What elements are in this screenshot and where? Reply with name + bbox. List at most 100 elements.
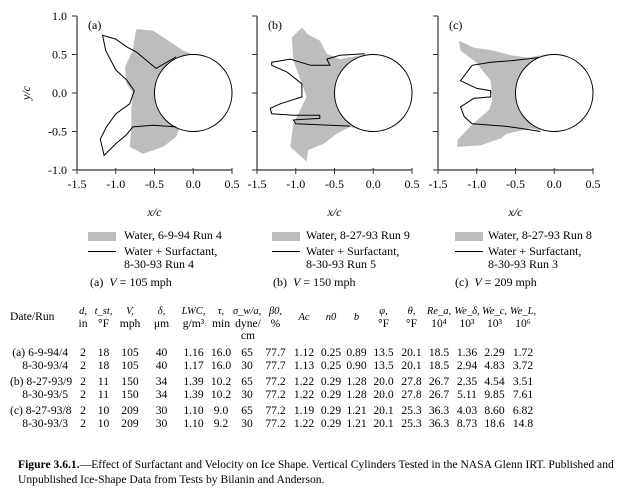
value-cell: 1.28 xyxy=(346,375,367,388)
value-cell: 34 xyxy=(155,375,168,388)
value-cell: 36.3 xyxy=(428,404,450,417)
value-cell: 16.0 xyxy=(210,359,232,372)
caption-symbol: V xyxy=(293,275,301,289)
column-header: LWC, g/m³ xyxy=(178,306,209,342)
column-symbol: δ, xyxy=(157,306,166,317)
value-cell: 1.13 xyxy=(293,359,315,372)
column-header: d, in xyxy=(74,306,92,342)
run-cell: (b) 8-27-93/9 xyxy=(10,375,73,388)
figure-caption-text: —Effect of Surfactant and Velocity on Ic… xyxy=(18,458,614,486)
column-unit: dyne/ cm xyxy=(235,317,261,342)
run-cell: 8-30-93/5 xyxy=(22,388,68,401)
y-tick-label: 0.5 xyxy=(52,48,67,62)
value-cell: 77.2 xyxy=(265,417,286,430)
caption-symbol: V xyxy=(109,275,117,289)
legend-surfactant-run: 8-30-93 Run 3 xyxy=(488,257,558,271)
value-cell: 77.2 xyxy=(265,404,286,417)
value-cell: 18.6 xyxy=(484,417,505,430)
legend-surfactant-label: Water + Surfactant, xyxy=(124,244,218,258)
value-cell: 20.1 xyxy=(401,346,422,359)
column-header: We_c, 10³ xyxy=(481,306,508,342)
value-cell: 77.2 xyxy=(265,388,286,401)
ice-shape-plots: -1.5 1.0 -1.0 0.5 -0.5 0.0 0.0 -0.5 0.5 -1.0 x/c y/… xyxy=(19,9,601,219)
column-unit: min xyxy=(211,317,231,330)
value-cell: 2 xyxy=(80,404,86,417)
value-cell: 11 xyxy=(97,388,110,401)
surfactant-line-swatch xyxy=(88,251,116,252)
panel-label: (b) xyxy=(268,18,282,32)
value-cell: 30 xyxy=(241,417,253,430)
column-symbol: d, xyxy=(79,306,87,317)
value-cell: 18 xyxy=(97,346,110,359)
value-cell: 2 xyxy=(80,388,86,401)
column-unit: 10³ xyxy=(459,317,475,330)
table-row: (c) 8-27-93/8 2 10 209 30 1.10 9.0 65 77.2 1.19 0.… xyxy=(10,401,538,417)
value-cell: 1.39 xyxy=(183,375,204,388)
column-symbol: We_δ, xyxy=(454,306,480,317)
value-cell: 0.29 xyxy=(320,404,342,417)
column-symbol: β0, xyxy=(268,306,283,317)
value-cell: 1.22 xyxy=(293,388,315,401)
value-cell: 2.35 xyxy=(456,375,478,388)
table-row: 8-30-93/3 2 10 209 30 1.10 9.2 30 77.2 1.22 0.29 1.… xyxy=(10,417,538,430)
panel-label: (c) xyxy=(449,18,462,32)
y-axis-label: y/c xyxy=(19,85,33,101)
value-cell: 4.83 xyxy=(484,359,505,372)
value-cell: 30 xyxy=(241,359,253,372)
column-header: Ac xyxy=(290,306,318,342)
y-tick-label: 0.0 xyxy=(52,86,67,100)
value-cell: 1.22 xyxy=(293,417,315,430)
panel-caption-b: (b) V = 150 mph xyxy=(273,275,355,290)
value-cell: 1.19 xyxy=(293,404,315,417)
value-cell: 10 xyxy=(97,404,110,417)
value-cell: 2 xyxy=(80,375,86,388)
column-symbol: σ_w/a, xyxy=(233,306,262,317)
value-cell: 20.0 xyxy=(373,388,394,401)
value-cell: 20.1 xyxy=(373,404,394,417)
value-cell: 65 xyxy=(241,404,253,417)
column-symbol: We_c, xyxy=(482,306,507,317)
value-cell: 150 xyxy=(121,388,139,401)
column-header-label: Date/Run xyxy=(10,310,55,323)
column-symbol: Re_a, xyxy=(426,306,452,317)
column-symbol: τ, xyxy=(217,306,225,317)
value-cell: 105 xyxy=(121,346,139,359)
x-tick-label: 0.0 xyxy=(366,177,381,191)
x-tick-label: -1.0 xyxy=(286,177,305,191)
value-cell: 10.2 xyxy=(210,375,232,388)
x-tick-label: -1.5 xyxy=(68,177,87,191)
run-cell: (a) 6-9-94/4 xyxy=(12,346,68,359)
column-header: t_st, °F xyxy=(92,306,115,342)
table-row: 8-30-93/4 2 18 105 40 1.17 16.0 30 77.7 1.13 0.25 0… xyxy=(10,359,538,372)
legend-surfactant-run: 8-30-93 Run 4 xyxy=(124,257,194,271)
water-swatch xyxy=(455,232,483,241)
column-symbol: n0 xyxy=(325,312,337,323)
caption-value: = 150 mph xyxy=(300,275,356,289)
x-tick-label: -1.0 xyxy=(106,177,125,191)
x-tick-label: -1.0 xyxy=(467,177,486,191)
value-cell: 27.8 xyxy=(401,375,422,388)
value-cell: 65 xyxy=(241,346,253,359)
value-cell: 0.29 xyxy=(320,375,342,388)
value-cell: 10 xyxy=(97,417,110,430)
plot-panel-b: -1.5 -1.0 -0.5 0.0 0.5 x/c (b) xyxy=(248,15,420,219)
value-cell: 20.1 xyxy=(401,359,422,372)
value-cell: 0.25 xyxy=(320,359,342,372)
caption-value: = 209 mph xyxy=(481,275,537,289)
value-cell: 2 xyxy=(80,359,86,372)
column-symbol: φ, xyxy=(379,306,388,317)
value-cell: 13.5 xyxy=(373,346,394,359)
value-cell: 27.8 xyxy=(401,388,422,401)
value-cell: 1.16 xyxy=(183,346,204,359)
plot-panel-c: -1.5 -1.0 -0.5 0.0 0.5 x/c (c) xyxy=(429,15,601,219)
surfactant-ice-shape xyxy=(99,34,177,157)
x-tick-label: 0.5 xyxy=(405,177,420,191)
run-cell: 8-30-93/3 xyxy=(22,417,68,430)
value-cell: 8.73 xyxy=(456,417,478,430)
column-header: σ_w/a, dyne/ cm xyxy=(233,306,261,342)
caption-label: (a) xyxy=(90,275,110,289)
value-cell: 40 xyxy=(155,346,168,359)
surfactant-ice-shape xyxy=(459,57,541,132)
column-header: n0 xyxy=(318,306,344,342)
